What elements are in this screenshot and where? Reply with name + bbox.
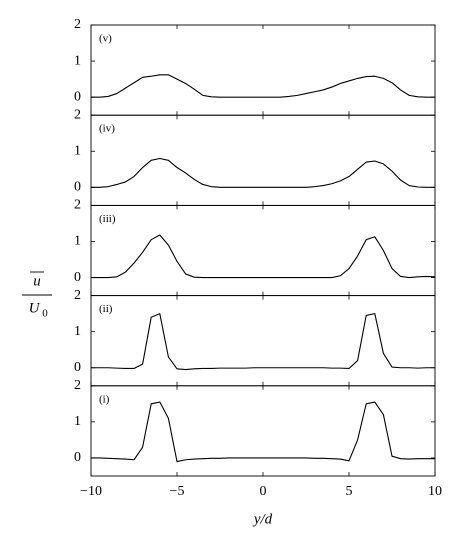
panel-label: (v)	[99, 33, 112, 45]
y-tick-label: 2	[74, 198, 81, 213]
y-tick-label: 0	[74, 180, 81, 195]
plot-frame	[90, 295, 436, 387]
y-label-denominator: U	[29, 300, 41, 316]
y-tick-label: 1	[74, 234, 81, 249]
x-axis-label: y/d	[252, 511, 273, 527]
panel-label: (iv)	[99, 123, 115, 135]
y-tick-label: 2	[74, 17, 81, 32]
y-tick-label: 1	[74, 414, 81, 429]
plot-frame	[90, 24, 436, 116]
x-tick-label: 10	[428, 484, 442, 499]
panel-label: (i)	[99, 393, 110, 405]
y-tick-label: 1	[74, 53, 81, 68]
y-tick-label: 1	[74, 324, 81, 339]
data-line	[91, 401, 435, 463]
x-tick-label: −5	[170, 484, 185, 499]
y-tick-label: 2	[74, 378, 81, 393]
x-tick-label: −10	[80, 484, 102, 499]
y-tick-label: 0	[74, 270, 81, 285]
data-line	[91, 313, 435, 371]
plot-frame	[90, 385, 436, 477]
x-tick-label: 5	[346, 484, 353, 499]
y-tick-label: 0	[74, 360, 81, 375]
data-line	[91, 157, 435, 188]
panel-label: (ii)	[99, 303, 113, 315]
data-line	[91, 74, 435, 98]
panel-label: (iii)	[99, 213, 116, 225]
y-tick-label: 2	[74, 288, 81, 303]
x-tick-label: 0	[260, 484, 267, 499]
y-tick-label: 0	[74, 89, 81, 104]
y-tick-label: 1	[74, 143, 81, 158]
data-line	[91, 234, 436, 279]
y-label-numerator: u	[33, 273, 41, 289]
y-tick-label: 2	[74, 107, 81, 122]
y-label-subscript: 0	[42, 308, 48, 320]
plot-frame	[90, 114, 436, 206]
y-tick-label: 0	[74, 450, 81, 465]
